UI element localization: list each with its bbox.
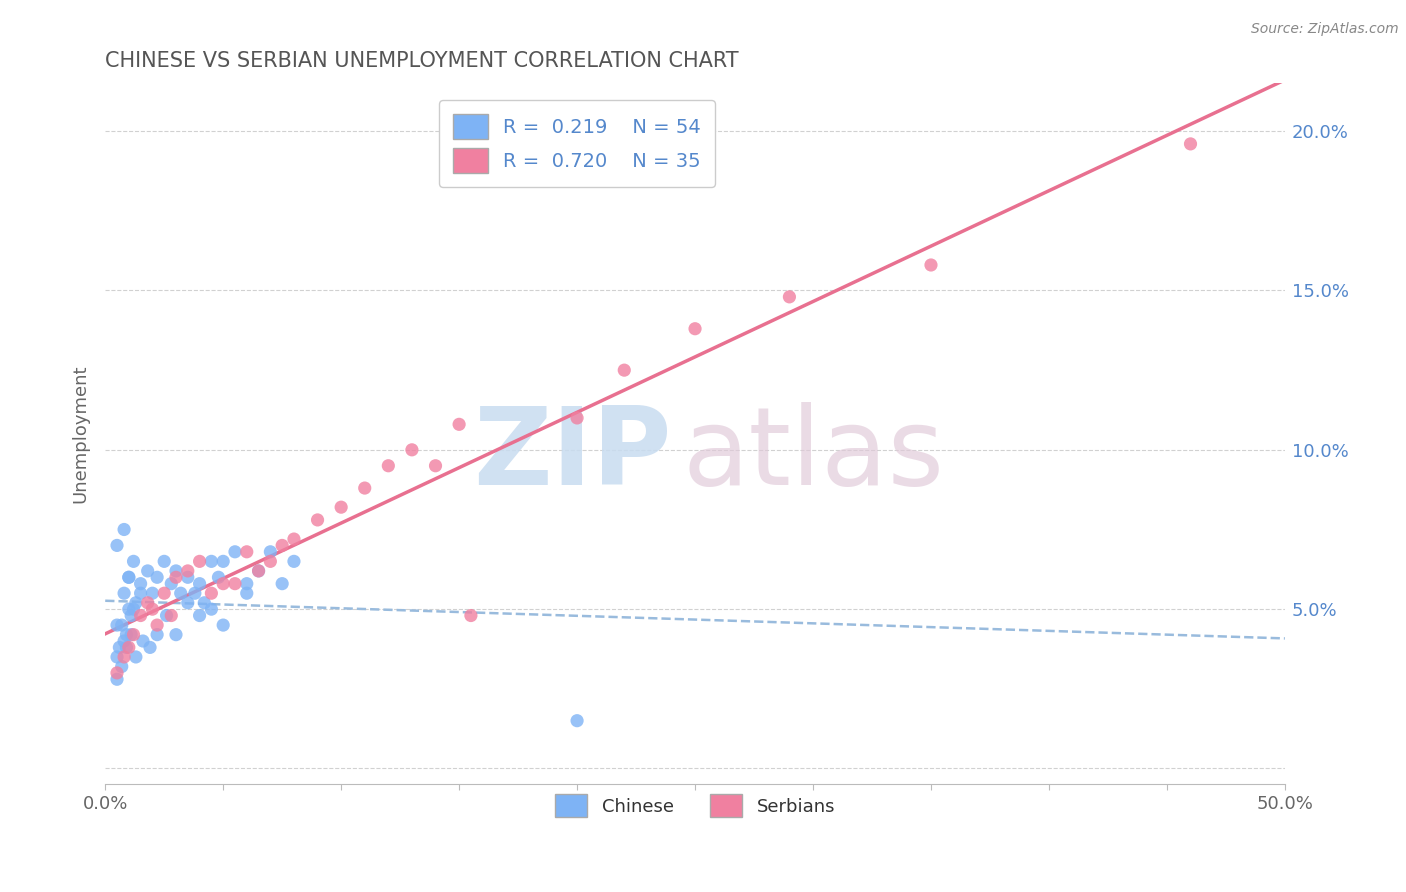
Point [236, 586, 259, 600]
Point [118, 602, 141, 616]
Point [112, 523, 135, 537]
Point [177, 570, 200, 584]
Point [200, 586, 222, 600]
Point [177, 564, 200, 578]
Point [146, 618, 169, 632]
Point [115, 627, 138, 641]
Point [236, 545, 259, 559]
Text: atlas: atlas [682, 402, 943, 508]
Point [120, 627, 142, 641]
Point [105, 665, 128, 680]
Point [153, 586, 176, 600]
Point [112, 650, 135, 665]
Point [122, 602, 145, 616]
Point [165, 570, 187, 584]
Point [565, 714, 588, 728]
Point [129, 586, 152, 600]
Point [778, 290, 800, 304]
Point [146, 570, 169, 584]
Point [1180, 136, 1202, 151]
Point [259, 545, 281, 559]
Point [112, 586, 135, 600]
Point [118, 640, 141, 655]
Text: CHINESE VS SERBIAN UNEMPLOYMENT CORRELATION CHART: CHINESE VS SERBIAN UNEMPLOYMENT CORRELAT… [105, 51, 738, 70]
Point [283, 554, 305, 568]
Point [188, 554, 211, 568]
Point [247, 564, 270, 578]
Point [122, 554, 145, 568]
Point [207, 570, 229, 584]
Point [920, 258, 942, 272]
Point [132, 634, 155, 648]
Point [111, 618, 134, 632]
Point [271, 538, 294, 552]
Point [377, 458, 399, 473]
Point [212, 554, 235, 568]
Point [136, 596, 159, 610]
Point [160, 576, 183, 591]
Point [212, 618, 235, 632]
Point [111, 659, 134, 673]
Point [112, 634, 135, 648]
Point [184, 586, 207, 600]
Point [118, 570, 141, 584]
Point [224, 576, 246, 591]
Point [105, 650, 128, 665]
Point [141, 586, 163, 600]
Point [105, 673, 128, 687]
Point [122, 627, 145, 641]
Point [565, 411, 588, 425]
Point [129, 576, 152, 591]
Point [105, 538, 128, 552]
Point [212, 576, 235, 591]
Point [425, 458, 447, 473]
Point [613, 363, 636, 377]
Point [160, 608, 183, 623]
Point [683, 322, 706, 336]
Text: Source: ZipAtlas.com: Source: ZipAtlas.com [1251, 22, 1399, 37]
Point [177, 596, 200, 610]
Point [200, 602, 222, 616]
Point [115, 640, 138, 655]
Point [200, 554, 222, 568]
Point [141, 602, 163, 616]
Point [307, 513, 329, 527]
Point [193, 596, 215, 610]
Point [155, 608, 177, 623]
Point [460, 608, 482, 623]
Point [170, 586, 193, 600]
Point [125, 596, 148, 610]
Point [105, 618, 128, 632]
Point [401, 442, 423, 457]
Point [188, 608, 211, 623]
Point [139, 640, 162, 655]
Point [449, 417, 471, 432]
Point [153, 554, 176, 568]
Point [165, 627, 187, 641]
Point [136, 564, 159, 578]
Legend: Chinese, Serbians: Chinese, Serbians [547, 787, 842, 824]
Point [236, 576, 259, 591]
Point [353, 481, 375, 495]
Point [120, 608, 142, 623]
Point [283, 532, 305, 546]
Point [188, 576, 211, 591]
Point [165, 564, 187, 578]
Point [271, 576, 294, 591]
Point [146, 627, 169, 641]
Point [118, 570, 141, 584]
Text: ZIP: ZIP [472, 402, 672, 508]
Point [224, 545, 246, 559]
Point [247, 564, 270, 578]
Point [125, 650, 148, 665]
Point [330, 500, 353, 515]
Point [108, 640, 131, 655]
Y-axis label: Unemployment: Unemployment [72, 365, 89, 503]
Point [129, 608, 152, 623]
Point [259, 554, 281, 568]
